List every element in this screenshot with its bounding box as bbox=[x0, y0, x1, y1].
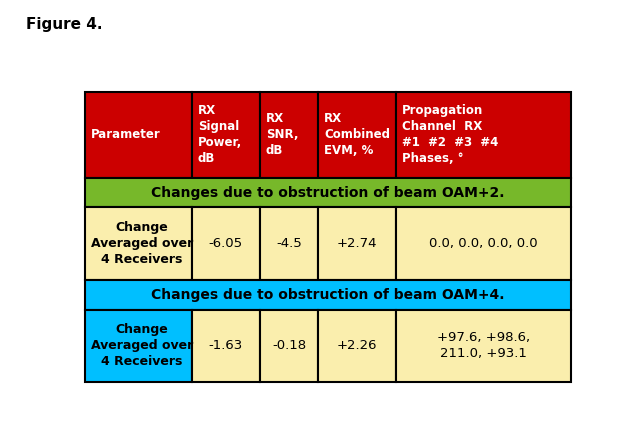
FancyBboxPatch shape bbox=[318, 207, 396, 280]
Text: +97.6, +98.6,
211.0, +93.1: +97.6, +98.6, 211.0, +93.1 bbox=[437, 331, 530, 360]
Text: +2.74: +2.74 bbox=[337, 237, 378, 250]
FancyBboxPatch shape bbox=[396, 207, 571, 280]
Text: Propagation
Channel  RX
#1  #2  #3  #4
Phases, °: Propagation Channel RX #1 #2 #3 #4 Phase… bbox=[402, 104, 499, 165]
FancyBboxPatch shape bbox=[192, 92, 260, 178]
FancyBboxPatch shape bbox=[260, 92, 318, 178]
FancyBboxPatch shape bbox=[318, 310, 396, 382]
FancyBboxPatch shape bbox=[85, 310, 192, 382]
FancyBboxPatch shape bbox=[192, 207, 260, 280]
Text: RX
Signal
Power,
dB: RX Signal Power, dB bbox=[198, 104, 242, 165]
Text: Change
Averaged over
4 Receivers: Change Averaged over 4 Receivers bbox=[91, 221, 193, 266]
FancyBboxPatch shape bbox=[396, 92, 571, 178]
Text: -4.5: -4.5 bbox=[276, 237, 302, 250]
Text: +2.26: +2.26 bbox=[337, 339, 378, 352]
Text: -0.18: -0.18 bbox=[272, 339, 306, 352]
Text: Parameter: Parameter bbox=[91, 128, 161, 141]
FancyBboxPatch shape bbox=[85, 178, 571, 207]
FancyBboxPatch shape bbox=[192, 310, 260, 382]
FancyBboxPatch shape bbox=[318, 92, 396, 178]
Text: Figure 4.: Figure 4. bbox=[26, 17, 102, 32]
FancyBboxPatch shape bbox=[260, 310, 318, 382]
FancyBboxPatch shape bbox=[396, 310, 571, 382]
FancyBboxPatch shape bbox=[85, 280, 571, 310]
Text: -6.05: -6.05 bbox=[209, 237, 243, 250]
Text: Changes due to obstruction of beam OAM+4.: Changes due to obstruction of beam OAM+4… bbox=[151, 288, 505, 302]
FancyBboxPatch shape bbox=[85, 207, 192, 280]
Text: -1.63: -1.63 bbox=[209, 339, 243, 352]
FancyBboxPatch shape bbox=[85, 92, 192, 178]
Text: Changes due to obstruction of beam OAM+2.: Changes due to obstruction of beam OAM+2… bbox=[151, 185, 505, 200]
Text: RX
SNR,
dB: RX SNR, dB bbox=[266, 112, 298, 157]
Text: Change
Averaged over
4 Receivers: Change Averaged over 4 Receivers bbox=[91, 323, 193, 368]
FancyBboxPatch shape bbox=[260, 207, 318, 280]
Text: RX
Combined
EVM, %: RX Combined EVM, % bbox=[324, 112, 390, 157]
Text: 0.0, 0.0, 0.0, 0.0: 0.0, 0.0, 0.0, 0.0 bbox=[429, 237, 538, 250]
